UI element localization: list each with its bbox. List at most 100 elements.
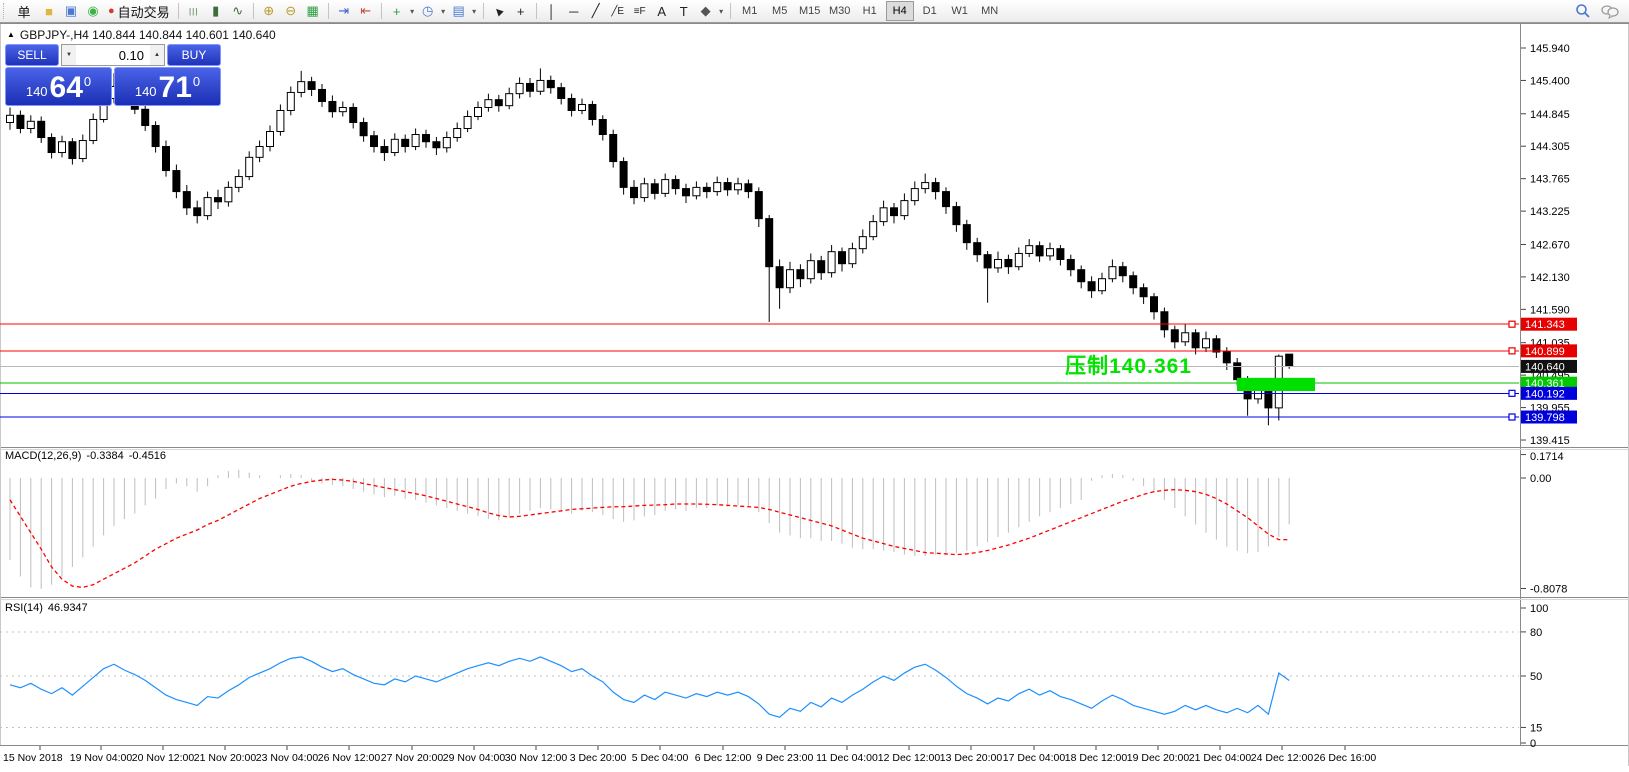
volume-up-button[interactable]: ▲: [150, 45, 164, 65]
horizontal-line-icon[interactable]: ─: [569, 3, 579, 19]
equidistant-channel-icon[interactable]: ╱E: [611, 5, 625, 17]
macd-pane[interactable]: [9, 469, 1290, 589]
svg-text:139.798: 139.798: [1525, 412, 1565, 424]
zoom-out-icon[interactable]: ⊖: [285, 3, 297, 18]
new-order-button[interactable]: 单: [17, 4, 31, 20]
svg-text:15: 15: [1530, 722, 1542, 734]
svg-text:15 Nov 2018: 15 Nov 2018: [3, 752, 63, 764]
svg-text:142.130: 142.130: [1530, 272, 1570, 284]
rsi-indicator-label: RSI(14) 46.9347: [5, 602, 88, 614]
timeframe-d1[interactable]: D1: [922, 5, 937, 17]
svg-text:144.845: 144.845: [1530, 109, 1570, 121]
buy-button[interactable]: BUY: [167, 44, 221, 66]
trendline-icon[interactable]: ╱: [591, 3, 600, 18]
text-label-icon[interactable]: T: [679, 3, 688, 19]
timeframe-m30[interactable]: M30: [828, 5, 851, 17]
text-tool-icon[interactable]: A: [657, 3, 666, 19]
svg-text:0: 0: [1530, 738, 1536, 750]
signals-icon[interactable]: ◉: [87, 3, 99, 18]
sell-price-big: 64: [49, 71, 83, 104]
timeframe-h1[interactable]: H1: [862, 5, 877, 17]
svg-text:12 Dec 12:00: 12 Dec 12:00: [878, 752, 941, 764]
template-icon[interactable]: ▤: [452, 3, 465, 18]
svg-text:140.640: 140.640: [1525, 361, 1565, 373]
toolbar-drag-handle: [3, 3, 8, 19]
rsi-line: [9, 656, 1290, 718]
svg-text:27 Nov 20:00: 27 Nov 20:00: [381, 752, 444, 764]
toolbar-right: [1575, 3, 1619, 19]
svg-text:80: 80: [1530, 627, 1542, 639]
resistance-annotation: 压制140.361: [1065, 355, 1192, 378]
toolbar: 单 ■ ▣ ◉ ● 自动交易 ||| ▮ ∿ ⊕ ⊖ ▦ ⇥ ⇤ + ▾ ◷ ▾ ▤ ▾ ◄ + │ ─ ╱ ╱E ≡F A T ◆ ▾ M1…: [0, 0, 1629, 23]
svg-text:9 Dec 23:00: 9 Dec 23:00: [757, 752, 814, 764]
autotrading-label: 自动交易: [117, 4, 170, 20]
svg-text:140.192: 140.192: [1525, 388, 1565, 400]
macd-indicator-label: MACD(12,26,9) -0.3384 -0.4516: [5, 450, 167, 462]
bar-chart-icon[interactable]: |||: [189, 6, 199, 16]
history-center-icon[interactable]: ■: [45, 3, 53, 19]
timeframe-h4[interactable]: H4: [885, 1, 914, 21]
sell-button[interactable]: SELL: [5, 44, 59, 66]
svg-text:145.940: 145.940: [1530, 43, 1570, 55]
svg-text:21 Dec 04:00: 21 Dec 04:00: [1189, 752, 1252, 764]
svg-text:30 Nov 12:00: 30 Nov 12:00: [505, 752, 568, 764]
auto-scroll-icon[interactable]: ⇥: [338, 3, 350, 18]
pane-borders: [0, 23, 1629, 766]
svg-text:24 Dec 12:00: 24 Dec 12:00: [1251, 752, 1314, 764]
volume-down-button[interactable]: ▼: [62, 45, 76, 65]
price-axis[interactable]: 145.940 145.400 144.845 144.305 143.765 143.2…: [1521, 43, 1577, 750]
sell-price-display[interactable]: 140 64 0: [5, 67, 112, 106]
timeframe-w1[interactable]: W1: [951, 5, 968, 17]
volume-input[interactable]: [76, 45, 150, 65]
line-chart-icon[interactable]: ∿: [232, 3, 244, 18]
chat-icon[interactable]: [1601, 3, 1619, 19]
arrows-tool-icon[interactable]: ◆: [700, 3, 711, 18]
periods-icon[interactable]: ◷: [422, 3, 434, 18]
cursor-icon[interactable]: ◄: [489, 1, 508, 21]
indicator-menu-arrow[interactable]: ▾: [410, 6, 415, 16]
chart-shift-icon[interactable]: ⇤: [360, 3, 372, 18]
vertical-line-icon[interactable]: │: [547, 3, 556, 19]
svg-text:20 Nov 12:00: 20 Nov 12:00: [132, 752, 195, 764]
timeframe-m15[interactable]: M15: [798, 5, 821, 17]
sell-price-small: 140: [25, 84, 48, 99]
svg-text:13 Dec 20:00: 13 Dec 20:00: [940, 752, 1003, 764]
svg-text:19 Nov 04:00: 19 Nov 04:00: [70, 752, 133, 764]
add-indicator-icon[interactable]: +: [392, 3, 401, 19]
candlestick-chart-icon[interactable]: ▮: [212, 3, 220, 18]
periods-menu-arrow[interactable]: ▾: [441, 6, 446, 16]
symbol-ohlc-text: GBPJPY-,H4 140.844 140.844 140.601 140.6…: [19, 28, 276, 42]
timeframe-mn[interactable]: MN: [981, 5, 999, 17]
buy-price-display[interactable]: 140 71 0: [114, 67, 221, 106]
toolbar-separator: [535, 3, 537, 19]
autotrading-button[interactable]: ● 自动交易: [105, 2, 173, 20]
svg-text:143.225: 143.225: [1530, 206, 1570, 218]
arrows-menu-arrow[interactable]: ▾: [719, 6, 724, 16]
template-menu-arrow[interactable]: ▾: [472, 6, 477, 16]
fibonacci-icon[interactable]: ≡F: [633, 5, 646, 17]
tile-windows-icon[interactable]: ▦: [306, 3, 319, 18]
symbol-info: ▲ GBPJPY-,H4 140.844 140.844 140.601 140.…: [7, 28, 282, 42]
timeframe-m5[interactable]: M5: [772, 5, 788, 17]
svg-text:11 Dec 04:00: 11 Dec 04:00: [816, 752, 878, 764]
sell-price-sup: 0: [83, 74, 92, 89]
supply-zone-rect: [1237, 377, 1315, 392]
svg-text:19 Dec 20:00: 19 Dec 20:00: [1127, 752, 1190, 764]
panel-collapse-arrow[interactable]: ▲: [7, 30, 15, 39]
svg-text:3 Dec 20:00: 3 Dec 20:00: [570, 752, 627, 764]
toolbar-separator: [177, 3, 179, 19]
zoom-in-icon[interactable]: ⊕: [263, 3, 275, 18]
time-axis[interactable]: 15 Nov 2018 19 Nov 04:00 20 Nov 12:00 21 No…: [3, 746, 1376, 764]
candlestick-chart[interactable]: [0, 68, 1520, 426]
svg-text:-0.8078: -0.8078: [1530, 584, 1567, 596]
crosshair-icon[interactable]: +: [516, 3, 525, 19]
svg-text:141.590: 141.590: [1530, 304, 1570, 316]
toolbar-separator: [327, 3, 329, 19]
search-icon[interactable]: [1575, 3, 1591, 19]
svg-text:18 Dec 12:00: 18 Dec 12:00: [1065, 752, 1128, 764]
market-watch-icon[interactable]: ▣: [64, 3, 78, 18]
timeframe-m1[interactable]: M1: [742, 5, 758, 17]
rsi-pane[interactable]: [0, 631, 1520, 728]
